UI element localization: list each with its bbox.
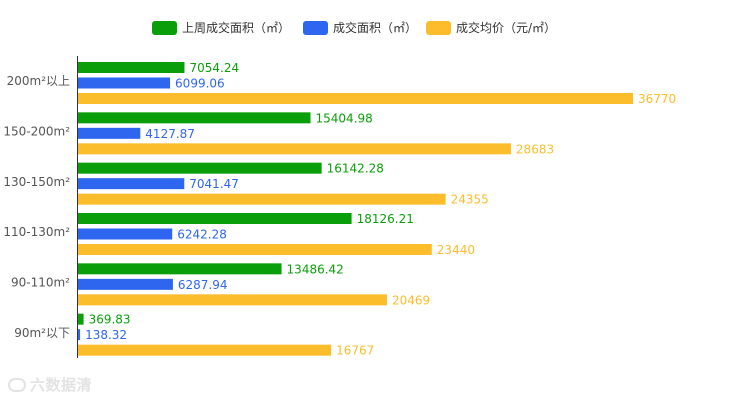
legend-label: 成交均价（元/㎡）	[456, 20, 556, 35]
data-label: 28683	[516, 142, 554, 156]
bar	[78, 329, 81, 341]
bar	[78, 228, 173, 240]
bar	[78, 294, 387, 306]
bar	[78, 213, 352, 224]
bar	[78, 278, 173, 290]
y-tick-label: 200m²以上	[7, 74, 70, 88]
data-label: 23440	[437, 243, 475, 257]
bars	[78, 62, 633, 356]
bar	[78, 178, 185, 190]
watermark-logo-icon	[8, 377, 26, 392]
data-labels: 7054.24 6099.06 36770 15404.98 4127.87 28683 1…	[85, 61, 676, 358]
y-tick-label: 90m²以下	[14, 326, 70, 340]
data-label: 4127.87	[145, 127, 195, 141]
data-label: 16142.28	[327, 162, 384, 176]
watermark: 六数据清	[8, 374, 92, 395]
bar	[78, 162, 322, 174]
legend-item-0[interactable]: 上周成交面积（㎡）	[152, 20, 290, 35]
bar	[78, 244, 432, 255]
bar	[78, 313, 84, 325]
bar	[78, 143, 511, 155]
legend-item-1[interactable]: 成交面积（㎡）	[303, 20, 417, 35]
data-label: 24355	[451, 193, 489, 207]
data-label: 15404.98	[316, 111, 373, 125]
data-label: 7054.24	[189, 61, 239, 75]
data-label: 138.32	[85, 328, 127, 342]
data-label: 20469	[392, 293, 430, 307]
y-tick-label: 150-200m²	[3, 125, 70, 139]
bar	[78, 193, 446, 205]
bar	[78, 127, 141, 139]
bar	[78, 112, 311, 124]
data-label: 18126.21	[357, 212, 414, 226]
data-label: 36770	[638, 92, 676, 106]
data-label: 6242.28	[177, 228, 227, 242]
y-tick-label: 110-130m²	[3, 225, 70, 239]
legend-swatch	[303, 21, 328, 35]
y-tick-label: 90-110m²	[11, 276, 70, 290]
data-label: 13486.42	[287, 262, 344, 276]
legend-label: 上周成交面积（㎡）	[182, 20, 290, 35]
y-tick-label: 130-150m²	[3, 175, 70, 189]
data-label: 6099.06	[175, 77, 225, 91]
bar	[78, 62, 185, 73]
watermark-text: 六数据清	[30, 376, 93, 394]
bar	[78, 263, 282, 275]
legend-swatch	[152, 21, 177, 35]
data-label: 369.83	[89, 313, 131, 327]
data-label: 16767	[336, 344, 374, 358]
y-axis: 200m²以上 150-200m² 130-150m² 110-130m² 90-110…	[3, 56, 78, 358]
legend-item-2[interactable]: 成交均价（元/㎡）	[426, 20, 556, 35]
data-label: 6287.94	[178, 278, 228, 292]
legend-swatch	[426, 21, 451, 35]
legend-label: 成交面积（㎡）	[333, 20, 417, 35]
data-label: 7041.47	[189, 177, 239, 191]
bar	[78, 77, 171, 89]
legend: 上周成交面积（㎡） 成交面积（㎡） 成交均价（元/㎡）	[152, 20, 556, 35]
bar	[78, 93, 633, 104]
bar	[78, 344, 332, 356]
